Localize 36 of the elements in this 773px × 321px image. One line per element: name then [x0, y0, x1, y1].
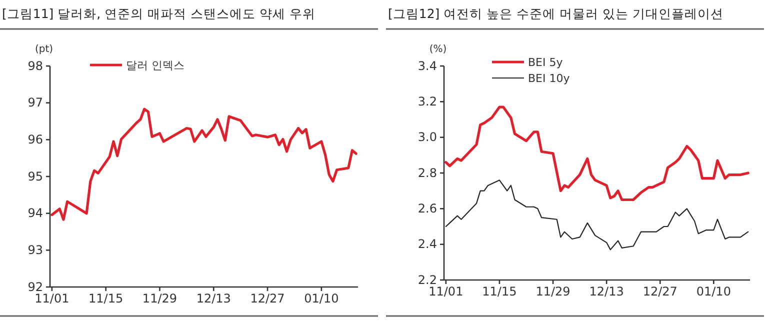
y-tick-label: 96	[28, 132, 43, 147]
y-tick-label: 92	[28, 280, 43, 294]
y-tick-label: 98	[28, 58, 43, 73]
y-tick-label: 3.2	[418, 94, 437, 109]
x-tick-label: 01/10	[696, 284, 731, 299]
y-tick-label: 2.2	[418, 272, 437, 287]
x-tick-label: 12/27	[250, 292, 285, 306]
y-tick-label: 95	[28, 169, 43, 184]
x-tick-label: 11/01	[34, 292, 70, 306]
y-tick-label: 3.0	[418, 130, 437, 144]
x-tick-label: 11/29	[142, 292, 178, 306]
x-tick-label: 11/15	[482, 284, 517, 299]
y-axis-title: (pt)	[34, 44, 54, 55]
x-tick-label: 11/15	[88, 292, 124, 306]
x-tick-label: 12/13	[589, 284, 624, 299]
y-tick-label: 2.4	[418, 237, 437, 252]
chart-title: [그림11] 달러화, 연준의 매파적 스탠스에도 약세 우위	[2, 6, 316, 23]
line-series	[445, 180, 749, 250]
x-tick-label: 01/10	[304, 292, 339, 306]
legend-label: BEI 5y	[528, 56, 564, 69]
x-tick-label: 11/01	[428, 284, 464, 299]
y-tick-label: 94	[28, 206, 43, 220]
y-axis-title: (%)	[429, 44, 447, 55]
x-tick-label: 11/29	[536, 284, 570, 299]
y-tick-label: 93	[28, 243, 43, 258]
legend-label: 달러 인덱스	[126, 59, 184, 72]
y-tick-label: 3.4	[418, 58, 437, 73]
y-tick-label: 2.6	[418, 202, 437, 216]
y-tick-label: 97	[28, 96, 43, 110]
line-series	[50, 108, 358, 221]
x-tick-label: 12/13	[196, 292, 231, 306]
line-series	[444, 106, 750, 202]
x-tick-label: 12/27	[642, 284, 678, 299]
legend-label: BEI 10y	[528, 72, 570, 85]
y-tick-label: 2.8	[418, 166, 437, 180]
chart-title: [그림12] 여전히 높은 수준에 머물러 있는 기대인플레이션	[388, 6, 724, 23]
